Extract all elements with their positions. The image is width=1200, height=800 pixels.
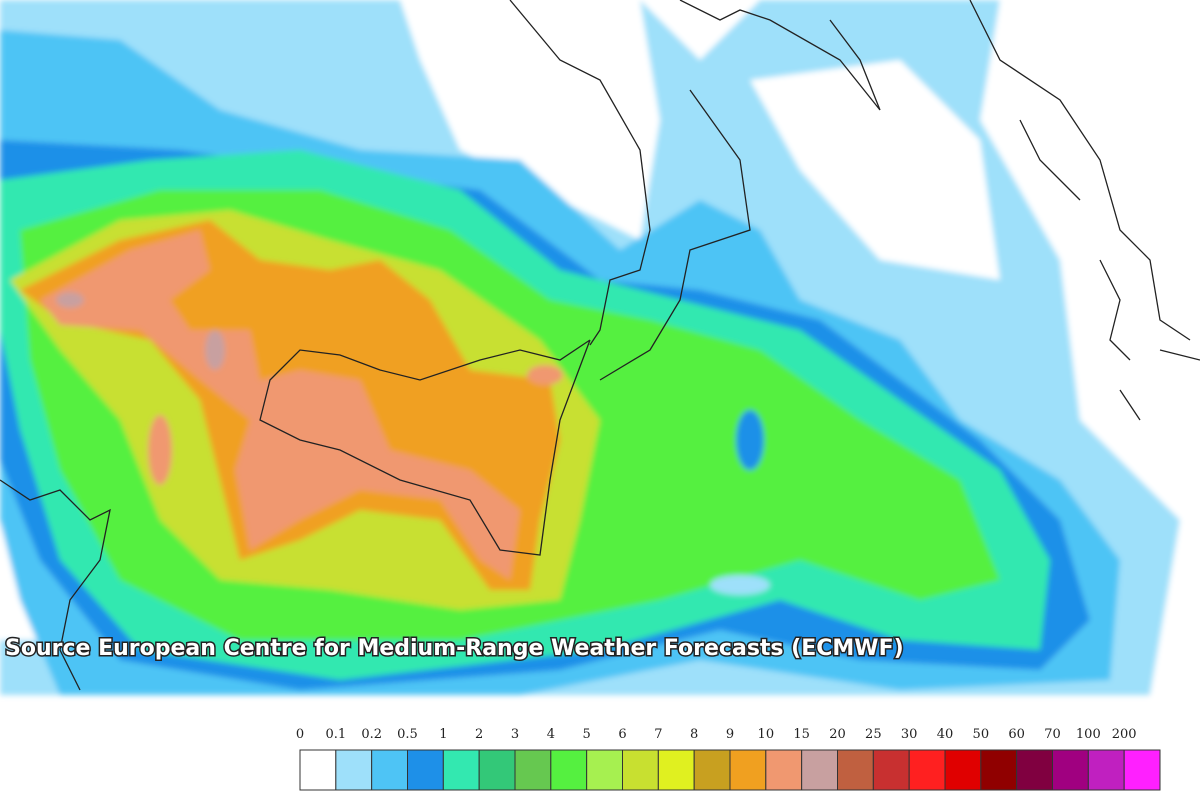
legend-label: 2 [475,727,483,742]
legend-label: 50 [973,727,990,742]
legend-label: 7 [654,727,662,742]
legend-swatch [1087,749,1125,791]
legend-label: 200 [1112,727,1137,742]
legend-swatch [514,749,552,791]
legend-swatch [1052,749,1089,791]
legend-swatch [1123,749,1161,791]
legend-label: 5 [583,727,591,742]
legend-label: 3 [511,727,519,742]
legend: 0 0.1 0.2 0.5 1 2 3 4 5 6 7 8 9 10 15 20 25 30 40 50 60 70 100… [296,727,1161,791]
coastlines [0,0,1200,691]
legend-label: 6 [618,727,626,742]
legend-swatch [908,749,946,791]
legend-label: 30 [901,727,918,742]
legend-label: 0.1 [325,727,346,742]
legend-label: 20 [829,727,846,742]
legend-label: 70 [1044,727,1061,742]
precipitation-field [0,0,1200,695]
legend-label: 9 [726,727,734,742]
legend-label: 15 [793,727,810,742]
legend-swatch [299,749,337,791]
legend-swatch [550,749,588,791]
legend-label: 100 [1076,727,1101,742]
source-caption: Source European Centre for Medium-Range … [5,636,904,661]
legend-swatch [335,749,373,791]
legend-swatch [837,749,874,791]
legend-swatch [872,749,910,791]
legend-swatch [801,749,839,791]
legend-swatch [1016,749,1054,791]
legend-swatch [944,749,982,791]
legend-swatch [478,749,516,791]
legend-swatch [371,749,408,791]
legend-label: 0.5 [397,727,418,742]
legend-swatch [442,749,480,791]
legend-label: 10 [758,727,775,742]
legend-swatch [765,749,803,791]
legend-label: 8 [690,727,698,742]
legend-swatch [586,749,624,791]
legend-label: 60 [1008,727,1025,742]
legend-swatch [622,749,659,791]
legend-label: 1 [439,727,447,742]
legend-label: 25 [865,727,882,742]
legend-swatch [980,749,1018,791]
legend-label: 40 [937,727,954,742]
legend-swatch [693,749,731,791]
legend-swatch [657,749,695,791]
legend-label: 0 [296,727,304,742]
legend-label: 4 [547,727,555,742]
legend-swatch [729,749,767,791]
legend-swatch [407,749,444,791]
legend-label: 0.2 [361,727,382,742]
